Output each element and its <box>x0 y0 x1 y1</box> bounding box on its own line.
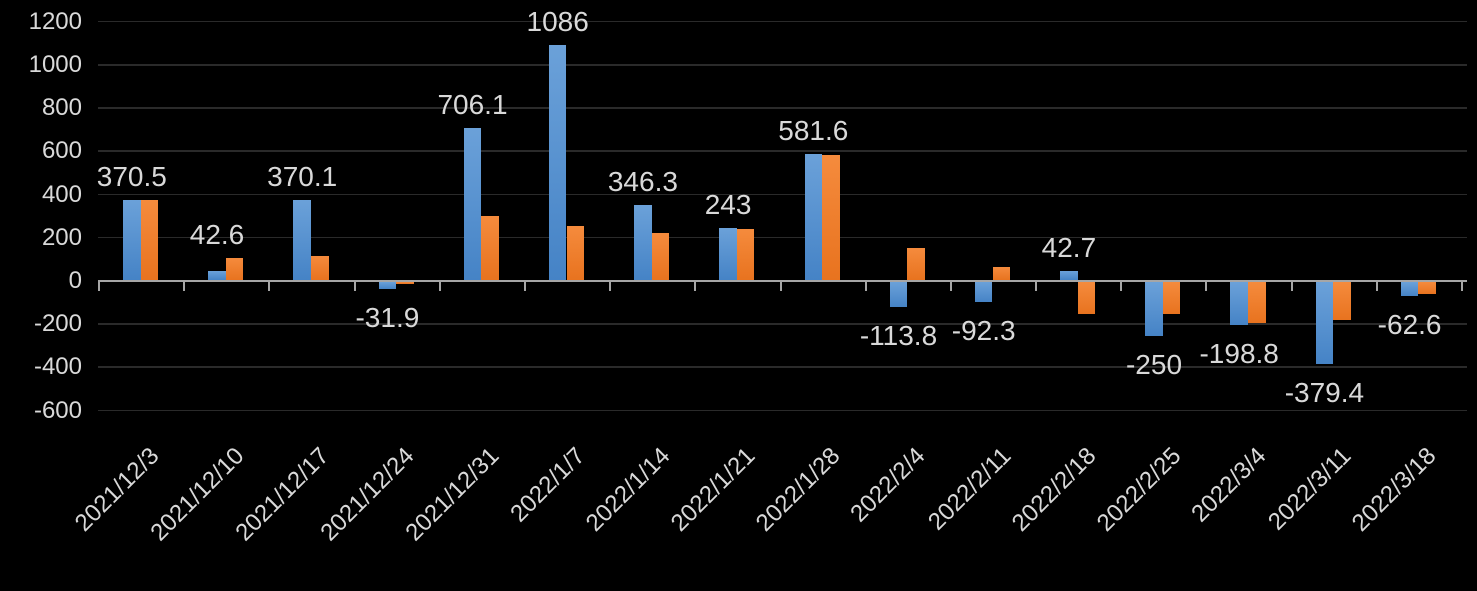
bar-blue <box>123 200 141 280</box>
data-label: -62.6 <box>1377 308 1442 340</box>
x-axis-tick <box>779 282 782 291</box>
y-axis-label: -600 <box>33 396 82 424</box>
x-axis-tick <box>694 282 697 291</box>
data-label: 706.1 <box>437 88 508 120</box>
gridline <box>98 409 1467 412</box>
bar-orange <box>396 282 414 285</box>
bar-orange <box>311 256 329 280</box>
bar-blue <box>378 282 397 289</box>
x-axis-tick <box>353 282 356 291</box>
bar-blue <box>293 200 311 280</box>
data-label: -31.9 <box>355 301 420 333</box>
x-axis-category-label: 2022/2/4 <box>845 442 931 528</box>
bar-orange <box>566 226 585 280</box>
x-axis-category-label: 2022/3/11 <box>1263 442 1357 536</box>
x-axis-tick <box>523 282 526 291</box>
y-axis-label: 1200 <box>28 7 82 35</box>
x-axis-category-label: 2022/2/11 <box>922 442 1016 536</box>
bar-orange <box>822 154 840 280</box>
gridline <box>98 323 1467 325</box>
x-axis-tick <box>1375 282 1378 291</box>
bar-blue <box>1060 270 1078 280</box>
x-axis-tick <box>1035 282 1038 291</box>
bar-orange <box>1162 282 1181 315</box>
x-axis-tick <box>183 282 186 291</box>
x-axis-category-label: 2022/1/21 <box>665 442 761 537</box>
x-axis-tick <box>438 282 441 291</box>
bar-orange <box>481 216 499 280</box>
gridline <box>98 20 1467 23</box>
x-axis-tick <box>949 282 952 291</box>
y-axis-label: 1000 <box>28 51 82 78</box>
bar-orange <box>1418 282 1436 294</box>
bar-blue <box>1315 282 1334 364</box>
x-axis-category-label: 2022/2/18 <box>1006 442 1102 537</box>
x-axis-category-label: 2022/3/18 <box>1347 442 1442 537</box>
bar-blue <box>1230 282 1248 325</box>
bar-orange <box>1077 282 1096 315</box>
x-axis-line <box>98 280 1467 282</box>
data-label: 370.5 <box>96 161 167 192</box>
bar-blue <box>548 45 567 280</box>
x-axis-tick <box>1461 282 1463 291</box>
bar-blue <box>804 154 823 280</box>
data-label: -198.8 <box>1199 337 1279 369</box>
data-label: 581.6 <box>778 115 849 147</box>
data-label: -92.3 <box>951 314 1016 346</box>
data-label: -113.8 <box>859 319 938 351</box>
gridline <box>98 64 1467 66</box>
bar-blue <box>1145 282 1163 336</box>
gridline <box>98 150 1467 152</box>
data-label: -250 <box>1125 349 1183 380</box>
bar-blue <box>719 227 737 280</box>
bar-orange <box>736 229 755 280</box>
y-axis-label: 400 <box>41 180 82 208</box>
data-label: 42.6 <box>189 219 245 251</box>
x-axis-tick <box>98 282 100 291</box>
x-axis-tick <box>864 282 867 291</box>
bar-blue <box>634 205 652 280</box>
x-axis-tick <box>609 282 612 291</box>
x-axis-tick <box>1120 282 1123 291</box>
y-axis-label: 0 <box>68 267 82 294</box>
bar-orange <box>651 232 670 280</box>
gridline <box>98 107 1467 109</box>
y-axis-label: 800 <box>41 94 82 122</box>
x-axis-tick <box>1205 282 1208 291</box>
x-axis-tick <box>268 282 271 291</box>
x-axis-category-label: 2022/3/4 <box>1186 442 1272 528</box>
x-axis-tick <box>1290 282 1293 291</box>
gridline <box>98 193 1467 196</box>
data-label: 42.7 <box>1041 231 1097 263</box>
x-axis-category-label: 2022/1/14 <box>580 442 676 537</box>
data-label: 370.1 <box>267 161 338 193</box>
gridline <box>98 236 1467 239</box>
x-axis-category-label: 2022/2/25 <box>1091 442 1187 537</box>
bar-orange <box>1333 282 1351 320</box>
bar-blue <box>889 282 908 307</box>
x-axis-category-label: 2022/1/7 <box>504 442 590 528</box>
y-axis-label: 600 <box>41 137 82 165</box>
bar-blue <box>208 270 226 280</box>
bar-blue <box>974 282 993 302</box>
bar-blue <box>463 127 482 280</box>
data-label: 1086 <box>526 6 589 38</box>
y-axis-label: -400 <box>33 353 82 381</box>
y-axis-label: -200 <box>33 310 82 338</box>
data-label: 346.3 <box>607 166 678 198</box>
bar-orange <box>907 247 925 280</box>
x-axis-category-label: 2022/1/28 <box>750 442 846 537</box>
data-label: -379.4 <box>1284 377 1365 408</box>
bar-orange <box>140 200 159 280</box>
gridline <box>98 366 1467 368</box>
bar-orange <box>1248 282 1266 323</box>
bar-orange <box>225 258 244 280</box>
bar-blue <box>1400 282 1419 296</box>
y-axis-label: 200 <box>41 223 82 251</box>
bar-orange <box>992 267 1011 280</box>
data-label: 243 <box>704 188 752 220</box>
